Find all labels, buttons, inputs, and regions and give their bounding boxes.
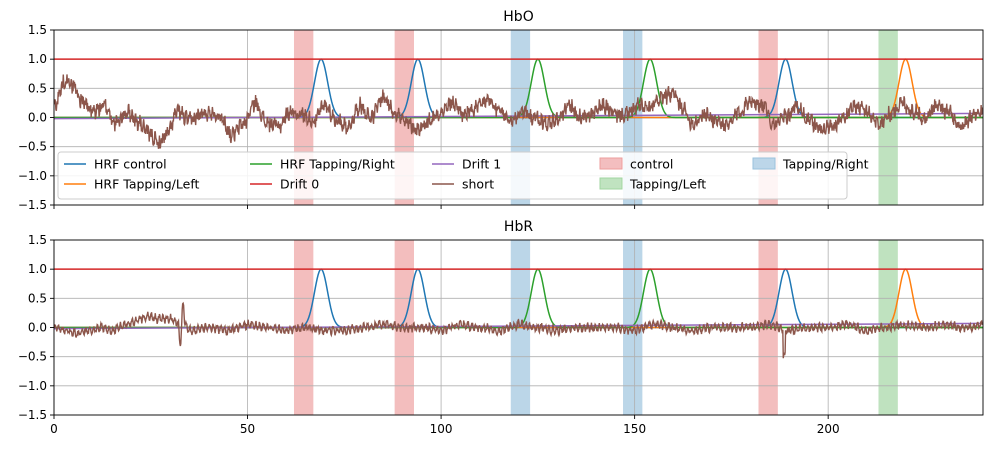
y-tick-label: −1.5 — [18, 408, 47, 422]
hbr-panel: 1.5 1.0 0.5 0.0 −0.5 −1.0 −1.50 50 100 150 200 HbR — [18, 219, 984, 436]
x-tick-label: 50 — [240, 422, 255, 436]
series-short — [54, 74, 983, 149]
y-tick-label: −1.0 — [18, 169, 47, 183]
panel-title: HbO — [503, 9, 533, 25]
legend-swatch-patch — [599, 177, 623, 190]
y-tick-label: −1.0 — [18, 379, 47, 393]
legend-label: Drift 0 — [280, 177, 319, 192]
legend-label: short — [462, 177, 494, 192]
legend-swatch-patch — [599, 157, 623, 170]
series-drift-1 — [54, 322, 983, 330]
legend-swatch-patch — [752, 157, 776, 170]
x-tick-label: 100 — [430, 422, 453, 436]
y-tick-label: 0.0 — [28, 111, 47, 125]
y-tick-label: 1.0 — [28, 52, 47, 66]
legend-label: Tapping/Right — [782, 157, 869, 172]
y-tick-label: 1.5 — [28, 23, 47, 37]
y-tick-label: −1.5 — [18, 198, 47, 212]
series-short — [54, 301, 983, 359]
y-tick-label: 0.5 — [28, 81, 47, 95]
y-tick-label: −0.5 — [18, 350, 47, 364]
y-tick-label: 1.0 — [28, 262, 47, 276]
legend-label: HRF Tapping/Left — [94, 177, 200, 192]
legend-label: Drift 1 — [462, 157, 501, 172]
y-tick-label: 0.0 — [28, 321, 47, 335]
legend-label: Tapping/Left — [629, 177, 706, 192]
y-tick-label: 1.5 — [28, 233, 47, 247]
panel-title: HbR — [504, 219, 533, 235]
legend-box — [57, 151, 848, 200]
legend: HRF control HRF Tapping/Left HRF Tapping/R… — [57, 151, 869, 200]
x-tick-label: 200 — [817, 422, 840, 436]
x-tick-label: 150 — [623, 422, 646, 436]
legend-label: control — [630, 157, 673, 172]
legend-label: HRF control — [94, 157, 167, 172]
series-group — [54, 58, 983, 149]
y-tick-label: −0.5 — [18, 140, 47, 154]
y-tick-label: 0.5 — [28, 291, 47, 305]
x-tick-label: 0 — [50, 422, 58, 436]
legend-label: HRF Tapping/Right — [280, 157, 395, 172]
series-group — [54, 268, 983, 359]
